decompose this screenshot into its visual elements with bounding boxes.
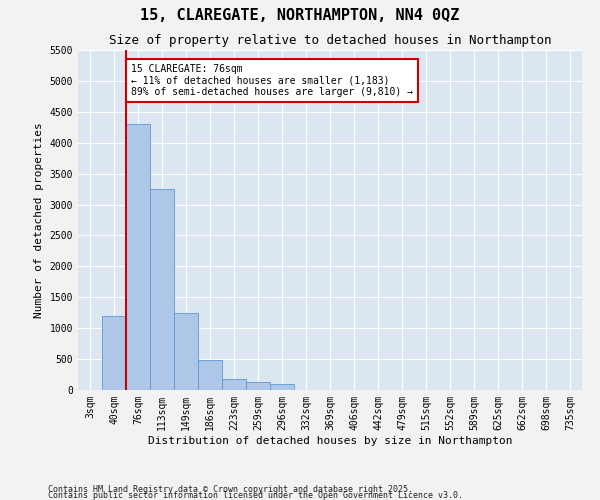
Text: 15, CLAREGATE, NORTHAMPTON, NN4 0QZ: 15, CLAREGATE, NORTHAMPTON, NN4 0QZ [140, 8, 460, 22]
Y-axis label: Number of detached properties: Number of detached properties [34, 122, 44, 318]
X-axis label: Distribution of detached houses by size in Northampton: Distribution of detached houses by size … [148, 436, 512, 446]
Bar [150, 189, 174, 390]
Bar [246, 382, 270, 390]
Text: 15 CLAREGATE: 76sqm
← 11% of detached houses are smaller (1,183)
89% of semi-det: 15 CLAREGATE: 76sqm ← 11% of detached ho… [131, 64, 413, 97]
Bar [222, 379, 246, 390]
Bar [270, 384, 294, 390]
Text: Contains public sector information licensed under the Open Government Licence v3: Contains public sector information licen… [48, 490, 463, 500]
Title: Size of property relative to detached houses in Northampton: Size of property relative to detached ho… [109, 34, 551, 48]
Bar [174, 312, 198, 390]
Text: Contains HM Land Registry data © Crown copyright and database right 2025.: Contains HM Land Registry data © Crown c… [48, 484, 413, 494]
Bar [102, 316, 126, 390]
Bar [126, 124, 150, 390]
Bar [198, 360, 222, 390]
